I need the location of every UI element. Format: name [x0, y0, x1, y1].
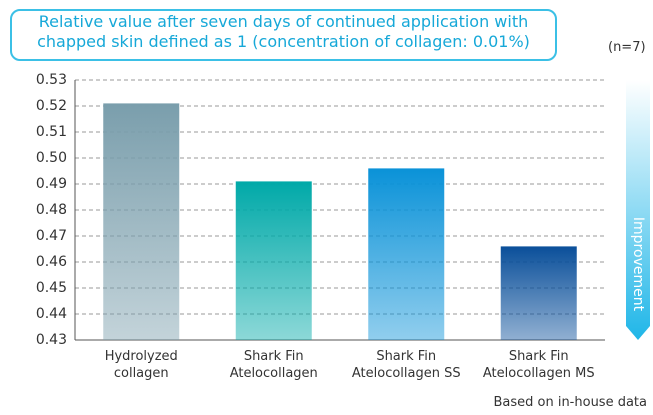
sample-note: (n=7): [608, 40, 646, 55]
bar: [103, 103, 180, 341]
y-tick-label: 0.43: [36, 332, 67, 348]
x-tick-label: Shark Fin Atelocollagen MS: [482, 349, 595, 381]
x-tick-label: Shark Fin Atelocollagen: [229, 349, 318, 381]
chart-title: Relative value after seven days of conti…: [10, 9, 557, 61]
x-tick-label: Shark Fin Atelocollagen SS: [351, 349, 461, 381]
y-tick-label: 0.50: [36, 150, 67, 166]
x-tick-label: Hydrolyzed collagen: [104, 349, 178, 381]
y-tick-label: 0.44: [36, 306, 67, 322]
y-tick-label: 0.51: [36, 124, 67, 140]
y-tick-label: 0.49: [36, 176, 67, 192]
source-note: Based on in-house data: [493, 395, 647, 410]
bar: [368, 168, 445, 340]
y-tick-label: 0.48: [36, 202, 67, 218]
improvement-arrow: [626, 80, 650, 340]
y-tick-label: 0.46: [36, 254, 67, 270]
y-tick-label: 0.52: [36, 98, 67, 114]
y-tick-label: 0.47: [36, 228, 67, 244]
improvement-label: Improvement: [630, 217, 646, 312]
y-tick-label: 0.45: [36, 280, 67, 296]
bar: [500, 246, 577, 340]
y-tick-label: 0.53: [36, 72, 67, 88]
bar: [235, 181, 312, 340]
